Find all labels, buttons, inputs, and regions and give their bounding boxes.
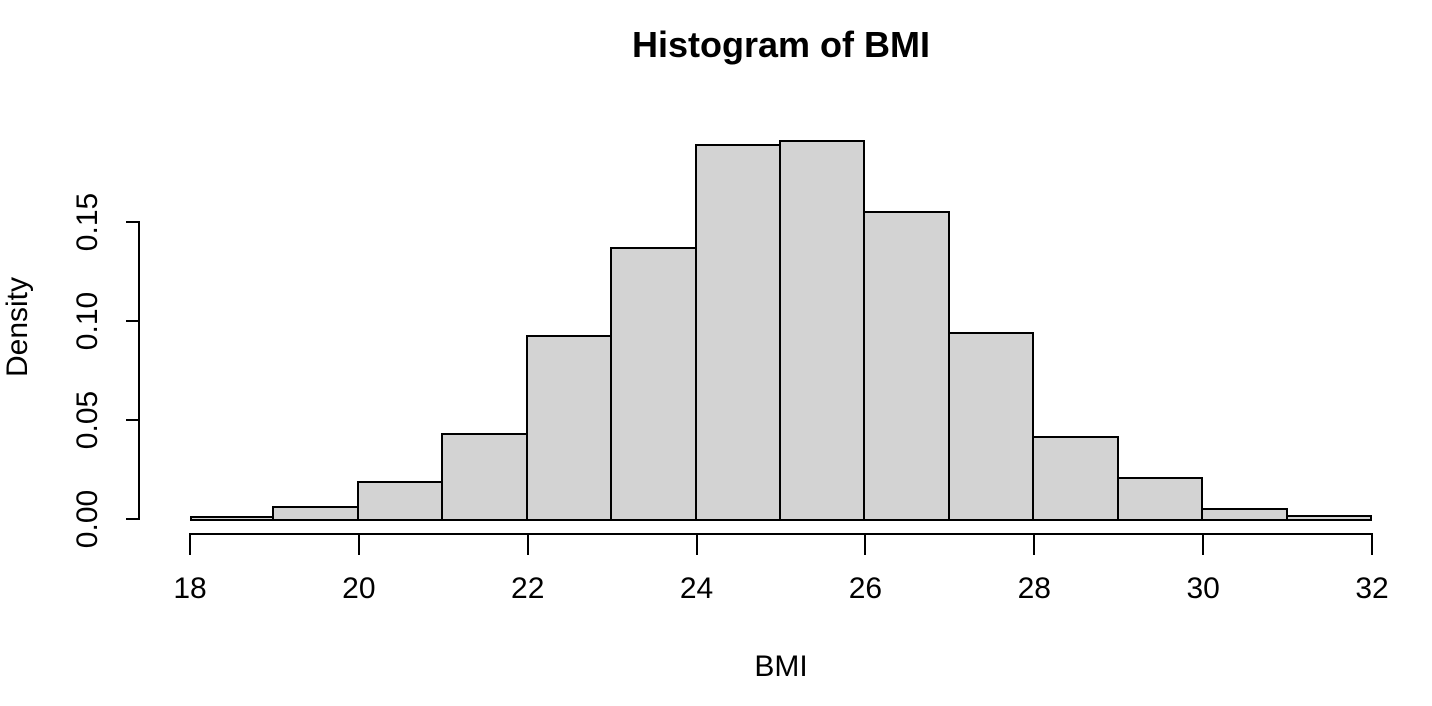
histogram-bar <box>863 210 950 521</box>
histogram-bar <box>272 506 359 521</box>
x-axis-tick <box>189 533 191 555</box>
x-axis-tick-label: 28 <box>1017 572 1051 605</box>
x-axis-tick-label: 26 <box>848 572 883 605</box>
histogram-bar <box>779 140 866 521</box>
histogram-bar <box>694 143 781 521</box>
histogram-bar <box>356 480 444 521</box>
histogram-bar <box>525 335 613 521</box>
x-axis-tick <box>1202 533 1205 555</box>
y-axis-tick-label: 0.05 <box>71 390 104 450</box>
x-axis-tick <box>864 533 867 555</box>
histogram-bar <box>190 516 275 521</box>
x-axis-line <box>189 533 1373 535</box>
y-axis-tick <box>126 518 140 520</box>
y-axis-tick-label: 0.15 <box>71 192 104 252</box>
histogram-bar <box>1201 507 1288 521</box>
histogram-bar <box>610 246 697 521</box>
y-axis-title: Density <box>1 276 34 378</box>
y-axis-tick <box>126 221 140 223</box>
x-axis-tick-label: 32 <box>1355 572 1389 605</box>
histogram-bar <box>1032 436 1119 521</box>
y-axis-tick-label: 0.00 <box>71 489 104 549</box>
y-axis-tick <box>126 419 140 421</box>
x-axis-tick <box>695 533 698 555</box>
x-axis-tick-label: 18 <box>173 572 207 605</box>
y-axis-tick-label: 0.10 <box>71 291 104 351</box>
histogram-bar <box>947 332 1035 521</box>
chart-title: Histogram of BMI <box>631 24 931 65</box>
x-axis-tick-label: 22 <box>511 572 545 605</box>
x-axis-tick <box>1033 533 1036 555</box>
histogram-bar <box>441 433 528 521</box>
x-axis-tick-label: 20 <box>342 572 376 605</box>
y-axis-tick <box>126 320 140 322</box>
x-axis-tick-label: 30 <box>1186 572 1220 605</box>
y-axis-line <box>138 221 140 520</box>
x-axis-tick <box>357 533 360 555</box>
histogram-bar <box>1285 515 1372 521</box>
x-axis-tick <box>1371 533 1373 555</box>
x-axis-tick <box>526 533 529 555</box>
x-axis-title: BMI <box>754 650 808 683</box>
x-axis-tick-label: 24 <box>679 572 714 605</box>
histogram-bar <box>1116 477 1204 521</box>
